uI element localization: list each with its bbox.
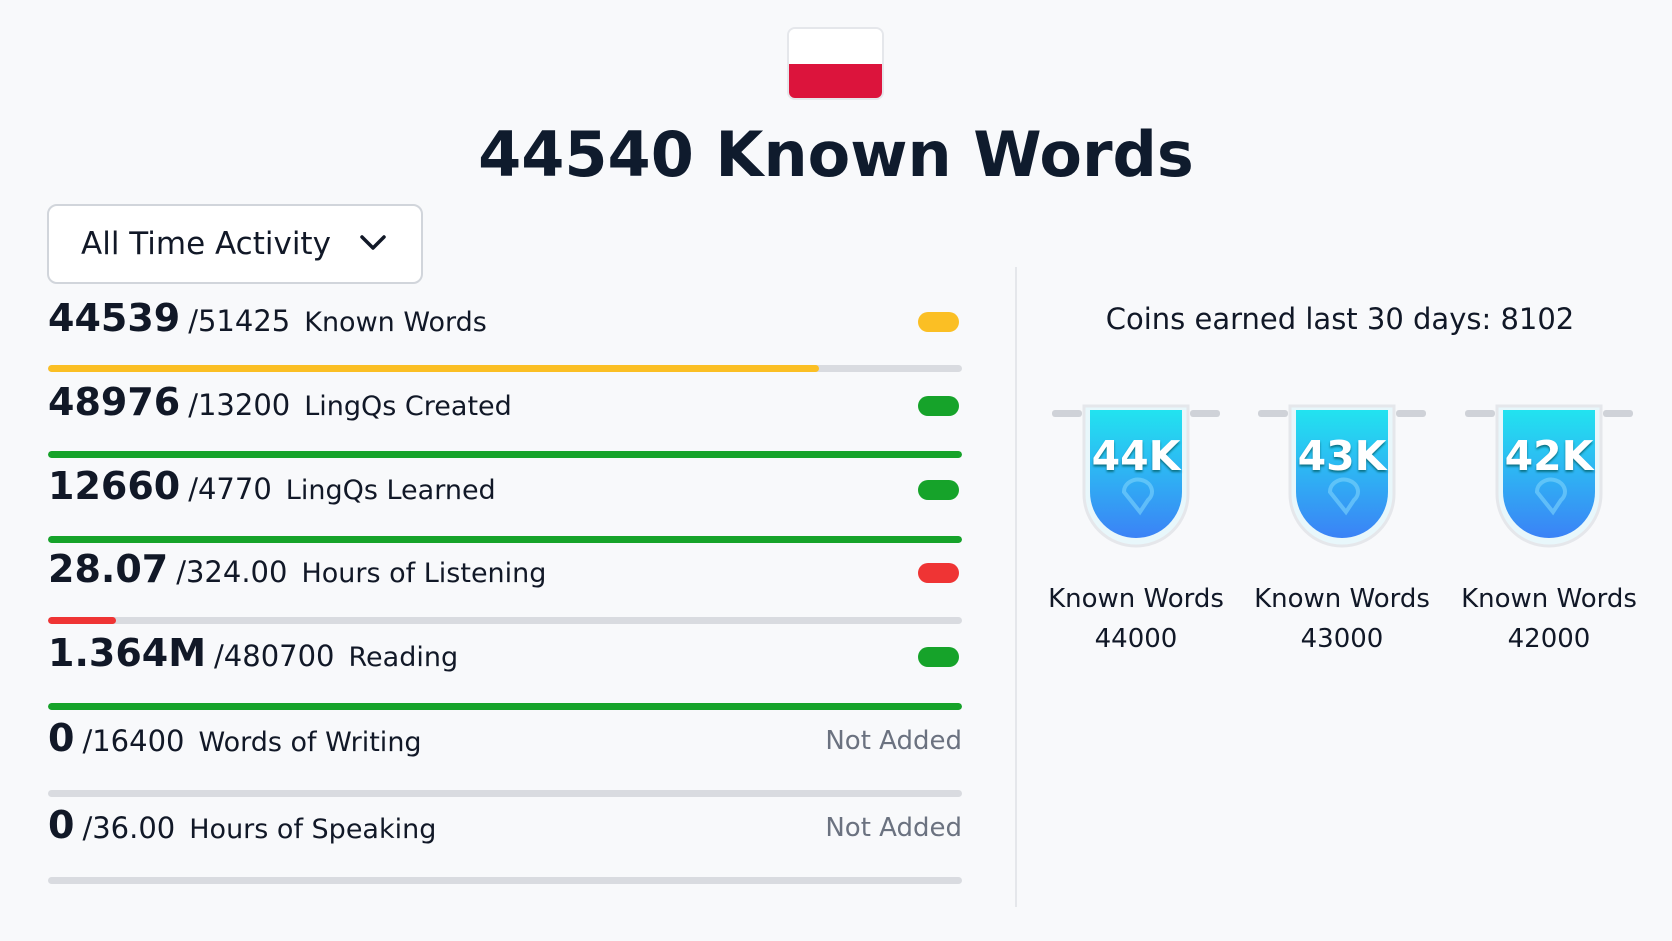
stat-target: /480700 (214, 639, 335, 673)
status-pill (918, 563, 959, 583)
stat-target: /51425 (188, 304, 291, 338)
stat-row: 1.364M/480700 Reading (48, 631, 962, 675)
stat-row: 12660/4770 LingQs Learned (48, 464, 962, 508)
dropdown[interactable]: All Time Activity (47, 204, 423, 284)
badge-text: 44K (1091, 432, 1181, 480)
flag (787, 27, 884, 100)
stat-target: /4770 (188, 472, 272, 506)
progress-bar (48, 536, 962, 543)
badge-label: Known Words (1254, 584, 1430, 614)
stat-value: 0 (48, 803, 75, 847)
badge-text: 43K (1297, 432, 1387, 480)
stat-target: /36.00 (82, 811, 176, 845)
status-pill (918, 312, 959, 332)
progress-fill (48, 536, 962, 543)
divider (1015, 267, 1017, 907)
status-pill (918, 647, 959, 667)
stat-label: Words of Writing (198, 727, 422, 758)
status-pill (918, 480, 959, 500)
badge-label: Known Words (1461, 584, 1637, 614)
stat-target: /13200 (188, 388, 291, 422)
badge-value: 43000 (1300, 624, 1384, 654)
stat-row: 0/36.00 Hours of Speaking Not Added (48, 803, 962, 847)
chevron (360, 235, 386, 250)
badge-icon (1052, 404, 1220, 548)
stat-label: LingQs Created (304, 391, 512, 422)
stat-label: Known Words (304, 307, 487, 338)
stat-row: 44539/51425 Known Words (48, 296, 962, 340)
badge-label: Known Words (1048, 584, 1224, 614)
progress-bar (48, 365, 962, 372)
stat-row: 28.07/324.00 Hours of Listening (48, 547, 962, 591)
stat-status: Not Added (825, 726, 962, 756)
stat-value: 12660 (48, 464, 181, 508)
badge: 44K Known Words 44000 (1046, 404, 1226, 654)
progress-fill (48, 703, 962, 710)
stat-value: 28.07 (48, 547, 169, 591)
progress-fill (48, 617, 116, 624)
stat-label: Reading (348, 642, 459, 673)
badge-icon (1465, 404, 1633, 548)
stat-value: 44539 (48, 296, 181, 340)
stat-row: 48976/13200 LingQs Created (48, 380, 962, 424)
progress-bar (48, 451, 962, 458)
progress-bar (48, 877, 962, 884)
stat-row: 0/16400 Words of Writing Not Added (48, 716, 962, 760)
badge: 43K Known Words 43000 (1252, 404, 1432, 654)
progress-bar (48, 790, 962, 797)
stat-value: 48976 (48, 380, 181, 424)
stat-status: Not Added (825, 813, 962, 843)
badge-value: 44000 (1094, 624, 1178, 654)
badge-icon (1258, 404, 1426, 548)
stat-label: Hours of Listening (301, 558, 547, 589)
stat-value: 0 (48, 716, 75, 760)
stat-target: /16400 (82, 724, 185, 758)
progress-fill (48, 451, 962, 458)
progress-bar (48, 703, 962, 710)
dropdown-label: All Time Activity (81, 226, 331, 262)
badge-text: 42K (1504, 432, 1594, 480)
progress-bar (48, 617, 962, 624)
status-pill (918, 396, 959, 416)
title: 44540 Known Words (478, 118, 1194, 191)
coins-text: Coins earned last 30 days: 8102 (1105, 302, 1575, 336)
badge-value: 42000 (1507, 624, 1591, 654)
badge: 42K Known Words 42000 (1459, 404, 1639, 654)
progress-fill (48, 365, 820, 372)
stat-value: 1.364M (48, 631, 207, 675)
stat-label: Hours of Speaking (189, 814, 437, 845)
stat-label: LingQs Learned (285, 475, 496, 506)
stat-target: /324.00 (176, 555, 288, 589)
